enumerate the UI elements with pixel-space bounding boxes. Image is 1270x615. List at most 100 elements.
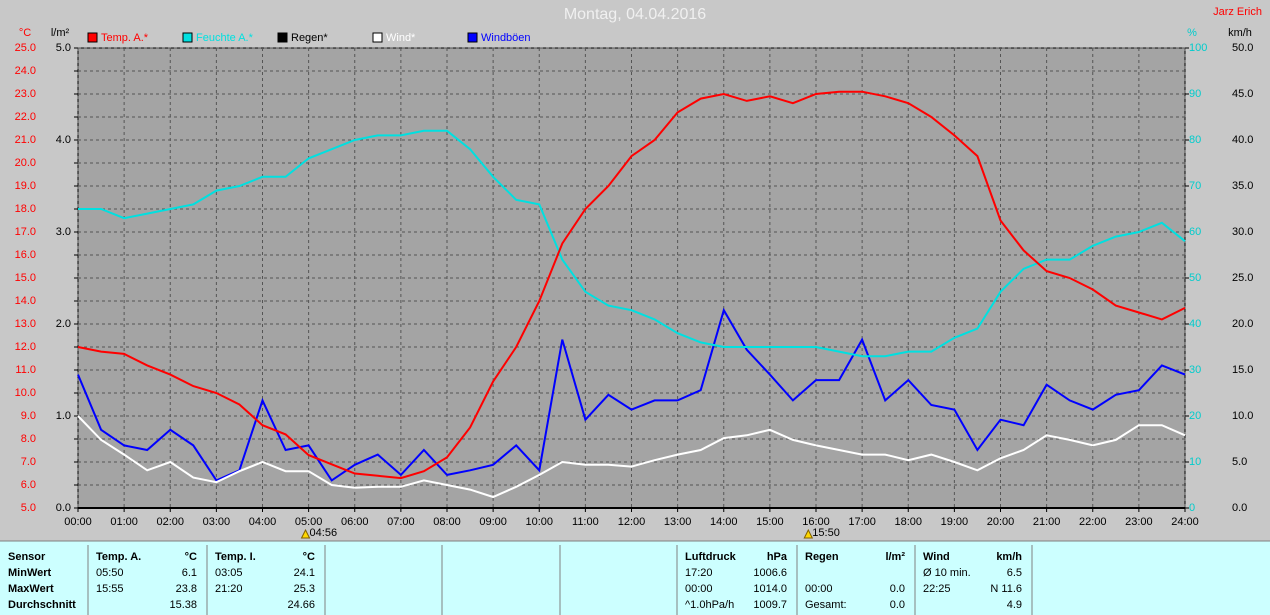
table-cell: Ø 10 min. — [923, 567, 971, 579]
x-tick-label: 16:00 — [802, 516, 830, 528]
x-tick-label: 17:00 — [848, 516, 876, 528]
y-tick-label: 40 — [1189, 318, 1201, 330]
x-tick-label: 18:00 — [894, 516, 922, 528]
table-cell: 23.8 — [176, 583, 197, 595]
legend-swatch — [467, 32, 478, 43]
axis-unit: °C — [19, 27, 31, 39]
y-tick-label: 19.0 — [15, 180, 36, 192]
series-line — [78, 129, 1186, 358]
y-tick-label: 5.0 — [1232, 456, 1247, 468]
series-line — [77, 415, 1186, 499]
table-cell: Durchschnitt — [8, 599, 76, 611]
y-tick-label: 10.0 — [1232, 410, 1253, 422]
legend-label: Windböen — [481, 32, 531, 44]
table-cell: N 11.6 — [990, 583, 1022, 595]
y-tick-label: 20.0 — [1232, 318, 1253, 330]
legend-label: Wind* — [386, 32, 416, 44]
y-tick-label: 15.0 — [1232, 364, 1253, 376]
x-tick-label: 02:00 — [156, 516, 184, 528]
sun-marker — [300, 528, 311, 539]
y-tick-label: 70 — [1189, 180, 1201, 192]
y-tick-label: 10 — [1189, 456, 1201, 468]
legend-label: Temp. A.* — [101, 32, 149, 44]
table-cell: Regen — [805, 551, 839, 563]
legend-swatch — [277, 32, 288, 43]
y-tick-label: 35.0 — [1232, 180, 1253, 192]
y-tick-label: 100 — [1189, 42, 1207, 54]
y-tick-label: 0 — [1189, 502, 1195, 514]
table-cell: 6.5 — [1007, 567, 1022, 579]
table-cell: Wind — [923, 551, 950, 563]
axis-unit: % — [1187, 27, 1197, 39]
table-cell: ^1.0hPa/h — [685, 599, 734, 611]
y-tick-label: 14.0 — [15, 295, 36, 307]
table-cell: hPa — [767, 551, 788, 563]
stats-table: Sensor MinWert MaxWert Durchschnitt Temp. A.… — [8, 545, 1033, 615]
y-tick-label: 7.0 — [21, 456, 36, 468]
series-line — [77, 90, 1186, 480]
table-cell: 24.1 — [294, 567, 315, 579]
x-tick-label: 14:00 — [710, 516, 738, 528]
x-tick-label: 03:00 — [203, 516, 231, 528]
table-cell: 21:20 — [215, 583, 243, 595]
y-tick-label: 12.0 — [15, 341, 36, 353]
x-tick-label: 07:00 — [387, 516, 415, 528]
table-cell: 22:25 — [923, 583, 951, 595]
y-tick-label: 0.0 — [56, 502, 71, 514]
x-tick-label: 11:00 — [572, 516, 599, 528]
table-cell: 15.38 — [169, 599, 197, 611]
y-tick-label: 3.0 — [56, 226, 71, 238]
table-cell: 15:55 — [96, 583, 124, 595]
x-tick-label: 06:00 — [341, 516, 369, 528]
y-tick-label: 21.0 — [15, 134, 36, 146]
axis-unit: l/m² — [51, 27, 70, 39]
table-cell: °C — [185, 551, 197, 563]
x-tick-label: 21:00 — [1033, 516, 1061, 528]
legend-swatch — [87, 32, 98, 43]
y-tick-label: 22.0 — [15, 111, 36, 123]
table-cell: MinWert — [8, 567, 52, 579]
table-cell: km/h — [996, 551, 1022, 563]
table-cell: 24.66 — [287, 599, 315, 611]
x-tick-label: 09:00 — [479, 516, 507, 528]
table-cell: 00:00 — [805, 583, 833, 595]
y-tick-label: 18.0 — [15, 203, 36, 215]
y-tick-label: 4.0 — [56, 134, 71, 146]
y-tick-label: 8.0 — [21, 433, 36, 445]
x-tick-label: 22:00 — [1079, 516, 1107, 528]
y-tick-label: 20 — [1189, 410, 1201, 422]
annotation-label: 04:56 — [310, 527, 338, 539]
y-tick-label: 5.0 — [21, 502, 36, 514]
y-tick-label: 24.0 — [15, 65, 36, 77]
legend-swatch — [182, 32, 193, 43]
table-cell: 1006.6 — [753, 567, 787, 579]
y-tick-label: 1.0 — [56, 410, 71, 422]
y-tick-label: 25.0 — [1232, 272, 1253, 284]
table-cell: 4.9 — [1007, 599, 1022, 611]
annotation-label: 15:50 — [812, 527, 840, 539]
y-tick-label: 10.0 — [15, 387, 36, 399]
table-cell: 1009.7 — [753, 599, 787, 611]
x-tick-label: 04:00 — [249, 516, 277, 528]
y-tick-label: 13.0 — [15, 318, 36, 330]
y-tick-label: 30 — [1189, 364, 1201, 376]
x-tick-label: 23:00 — [1125, 516, 1153, 528]
y-tick-label: 50 — [1189, 272, 1201, 284]
y-tick-label: 90 — [1189, 88, 1201, 100]
x-tick-label: 08:00 — [433, 516, 461, 528]
x-tick-label: 24:00 — [1171, 516, 1199, 528]
y-tick-label: 20.0 — [15, 157, 36, 169]
y-tick-label: 5.0 — [56, 42, 71, 54]
chart-title: Montag, 04.04.2016 — [564, 6, 706, 23]
author: Jarz Erich — [1213, 6, 1262, 18]
y-tick-label: 0.0 — [1232, 502, 1247, 514]
table-cell: 1014.0 — [753, 583, 787, 595]
x-tick-label: 00:00 — [64, 516, 92, 528]
y-tick-label: 17.0 — [15, 226, 36, 238]
stats-table-bg — [0, 541, 1270, 615]
series-line — [77, 307, 1186, 482]
table-cell: Sensor — [8, 551, 46, 563]
y-tick-label: 9.0 — [21, 410, 36, 422]
x-tick-label: 20:00 — [987, 516, 1015, 528]
